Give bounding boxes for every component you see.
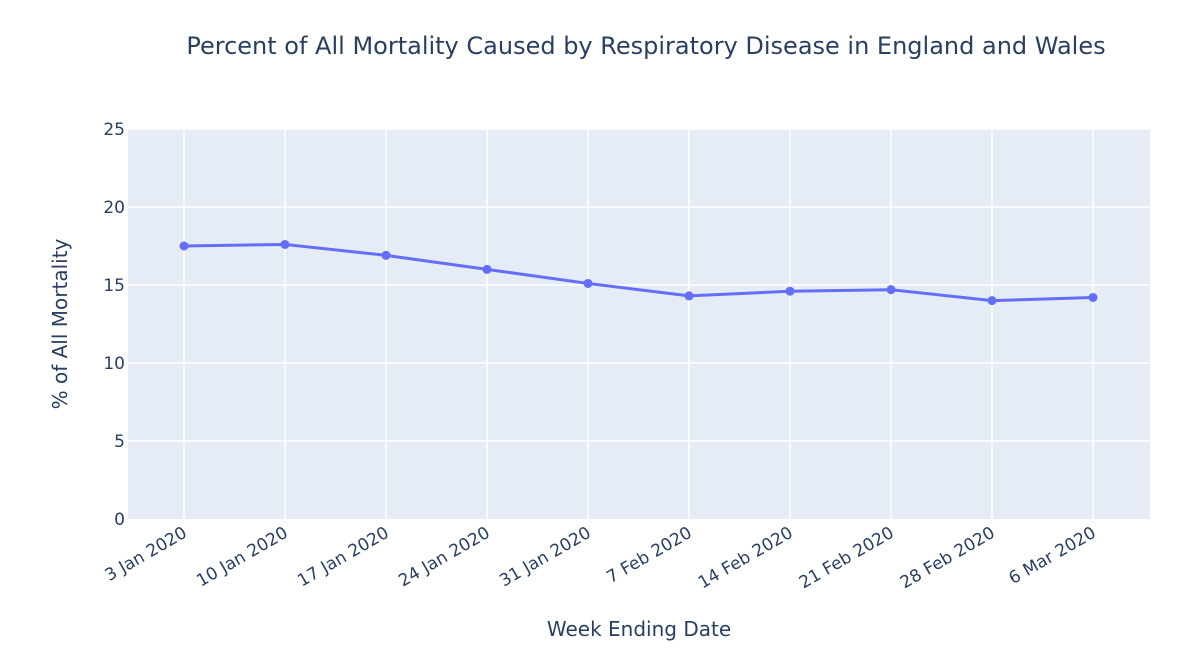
x-axis-title: Week Ending Date bbox=[547, 617, 731, 641]
data-point[interactable] bbox=[583, 278, 593, 288]
data-point[interactable] bbox=[886, 285, 896, 295]
data-point[interactable] bbox=[987, 296, 997, 306]
y-tick-label: 5 bbox=[114, 432, 125, 452]
data-point[interactable] bbox=[1088, 292, 1098, 302]
chart-title: Percent of All Mortality Caused by Respi… bbox=[186, 32, 1105, 60]
y-tick-label: 15 bbox=[103, 276, 125, 296]
y-tick-labels: 0 5 10 15 20 25 bbox=[103, 120, 125, 530]
y-tick-label: 10 bbox=[103, 354, 125, 374]
data-point[interactable] bbox=[785, 286, 795, 296]
x-gridlines bbox=[183, 129, 1094, 519]
data-point[interactable] bbox=[381, 250, 391, 260]
data-point[interactable] bbox=[179, 241, 189, 251]
data-point[interactable] bbox=[684, 291, 694, 301]
y-axis-title: % of All Mortality bbox=[48, 238, 72, 409]
y-tick-label: 20 bbox=[103, 198, 125, 218]
y-tick-label: 0 bbox=[114, 510, 125, 530]
series-line bbox=[183, 242, 1094, 303]
data-markers bbox=[179, 239, 1098, 306]
data-point[interactable] bbox=[482, 264, 492, 274]
y-gridlines bbox=[128, 128, 1150, 442]
data-point[interactable] bbox=[280, 239, 290, 249]
y-tick-label: 25 bbox=[103, 120, 125, 140]
plot-area bbox=[128, 129, 1150, 519]
